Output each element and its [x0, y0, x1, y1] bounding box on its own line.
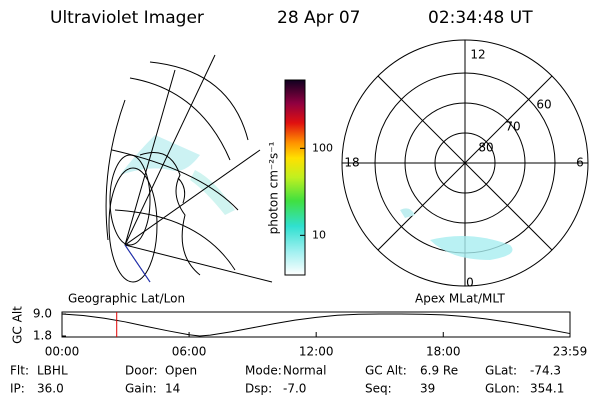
field-value: 354.1: [530, 382, 564, 396]
map-label: Geographic Lat/Lon: [68, 292, 185, 306]
field-label: Seq:: [365, 382, 392, 396]
field-value: 6.9 Re: [420, 364, 458, 378]
field-value: 36.0: [37, 382, 64, 396]
field-label: GLat:: [485, 364, 517, 378]
x-tick-label: 23:59: [553, 345, 588, 359]
mlt-label: 0: [466, 276, 474, 290]
time: 02:34:48 UT: [428, 8, 533, 28]
field-label: Door:: [125, 364, 158, 378]
field-value: 14: [165, 382, 180, 396]
x-tick-label: 18:00: [426, 345, 461, 359]
field-value: -74.3: [530, 364, 561, 378]
title: Ultraviolet Imager: [50, 8, 204, 28]
field-label: Dsp:: [245, 382, 272, 396]
altitude-line: [61, 313, 571, 337]
mlt-label: 18: [344, 156, 359, 170]
x-tick-label: 12:00: [299, 345, 334, 359]
field-value: 39: [420, 382, 435, 396]
y-tick-label: 9.0: [33, 307, 52, 321]
field-label: GLon:: [485, 382, 520, 396]
mlat-label: 60: [536, 98, 551, 112]
colorbar-label: photon cm⁻²s⁻¹: [267, 141, 281, 234]
x-tick-label: 06:00: [172, 345, 207, 359]
field-label: Gain:: [125, 382, 157, 396]
plot-ylabel: GC Alt: [11, 306, 25, 344]
mlt-label: 12: [470, 48, 485, 62]
polar-grid: [341, 39, 589, 287]
colorbar-ramp: [284, 79, 306, 276]
field-value: -7.0: [283, 382, 306, 396]
colorbar-tick-label: 100: [312, 141, 333, 154]
field-label: IP:: [10, 382, 25, 396]
mlat-label: 80: [478, 141, 493, 155]
field-label: Flt:: [10, 364, 29, 378]
colorbar: [284, 79, 306, 276]
map: [105, 54, 273, 283]
field-value: LBHL: [37, 364, 68, 378]
field-label: GC Alt:: [365, 364, 407, 378]
x-tick-label: 00:00: [45, 345, 80, 359]
field-label: Mode:: [245, 364, 282, 378]
date: 28 Apr 07: [277, 8, 360, 28]
polar-label: Apex MLat/MLT: [415, 292, 505, 306]
y-tick-label: 1.8: [33, 329, 52, 343]
mlt-label: 6: [576, 156, 584, 170]
mlat-label: 70: [505, 120, 520, 134]
colorbar-tick-label: 10: [312, 228, 326, 241]
field-value: Open: [165, 364, 197, 378]
field-value: Normal: [283, 364, 326, 378]
